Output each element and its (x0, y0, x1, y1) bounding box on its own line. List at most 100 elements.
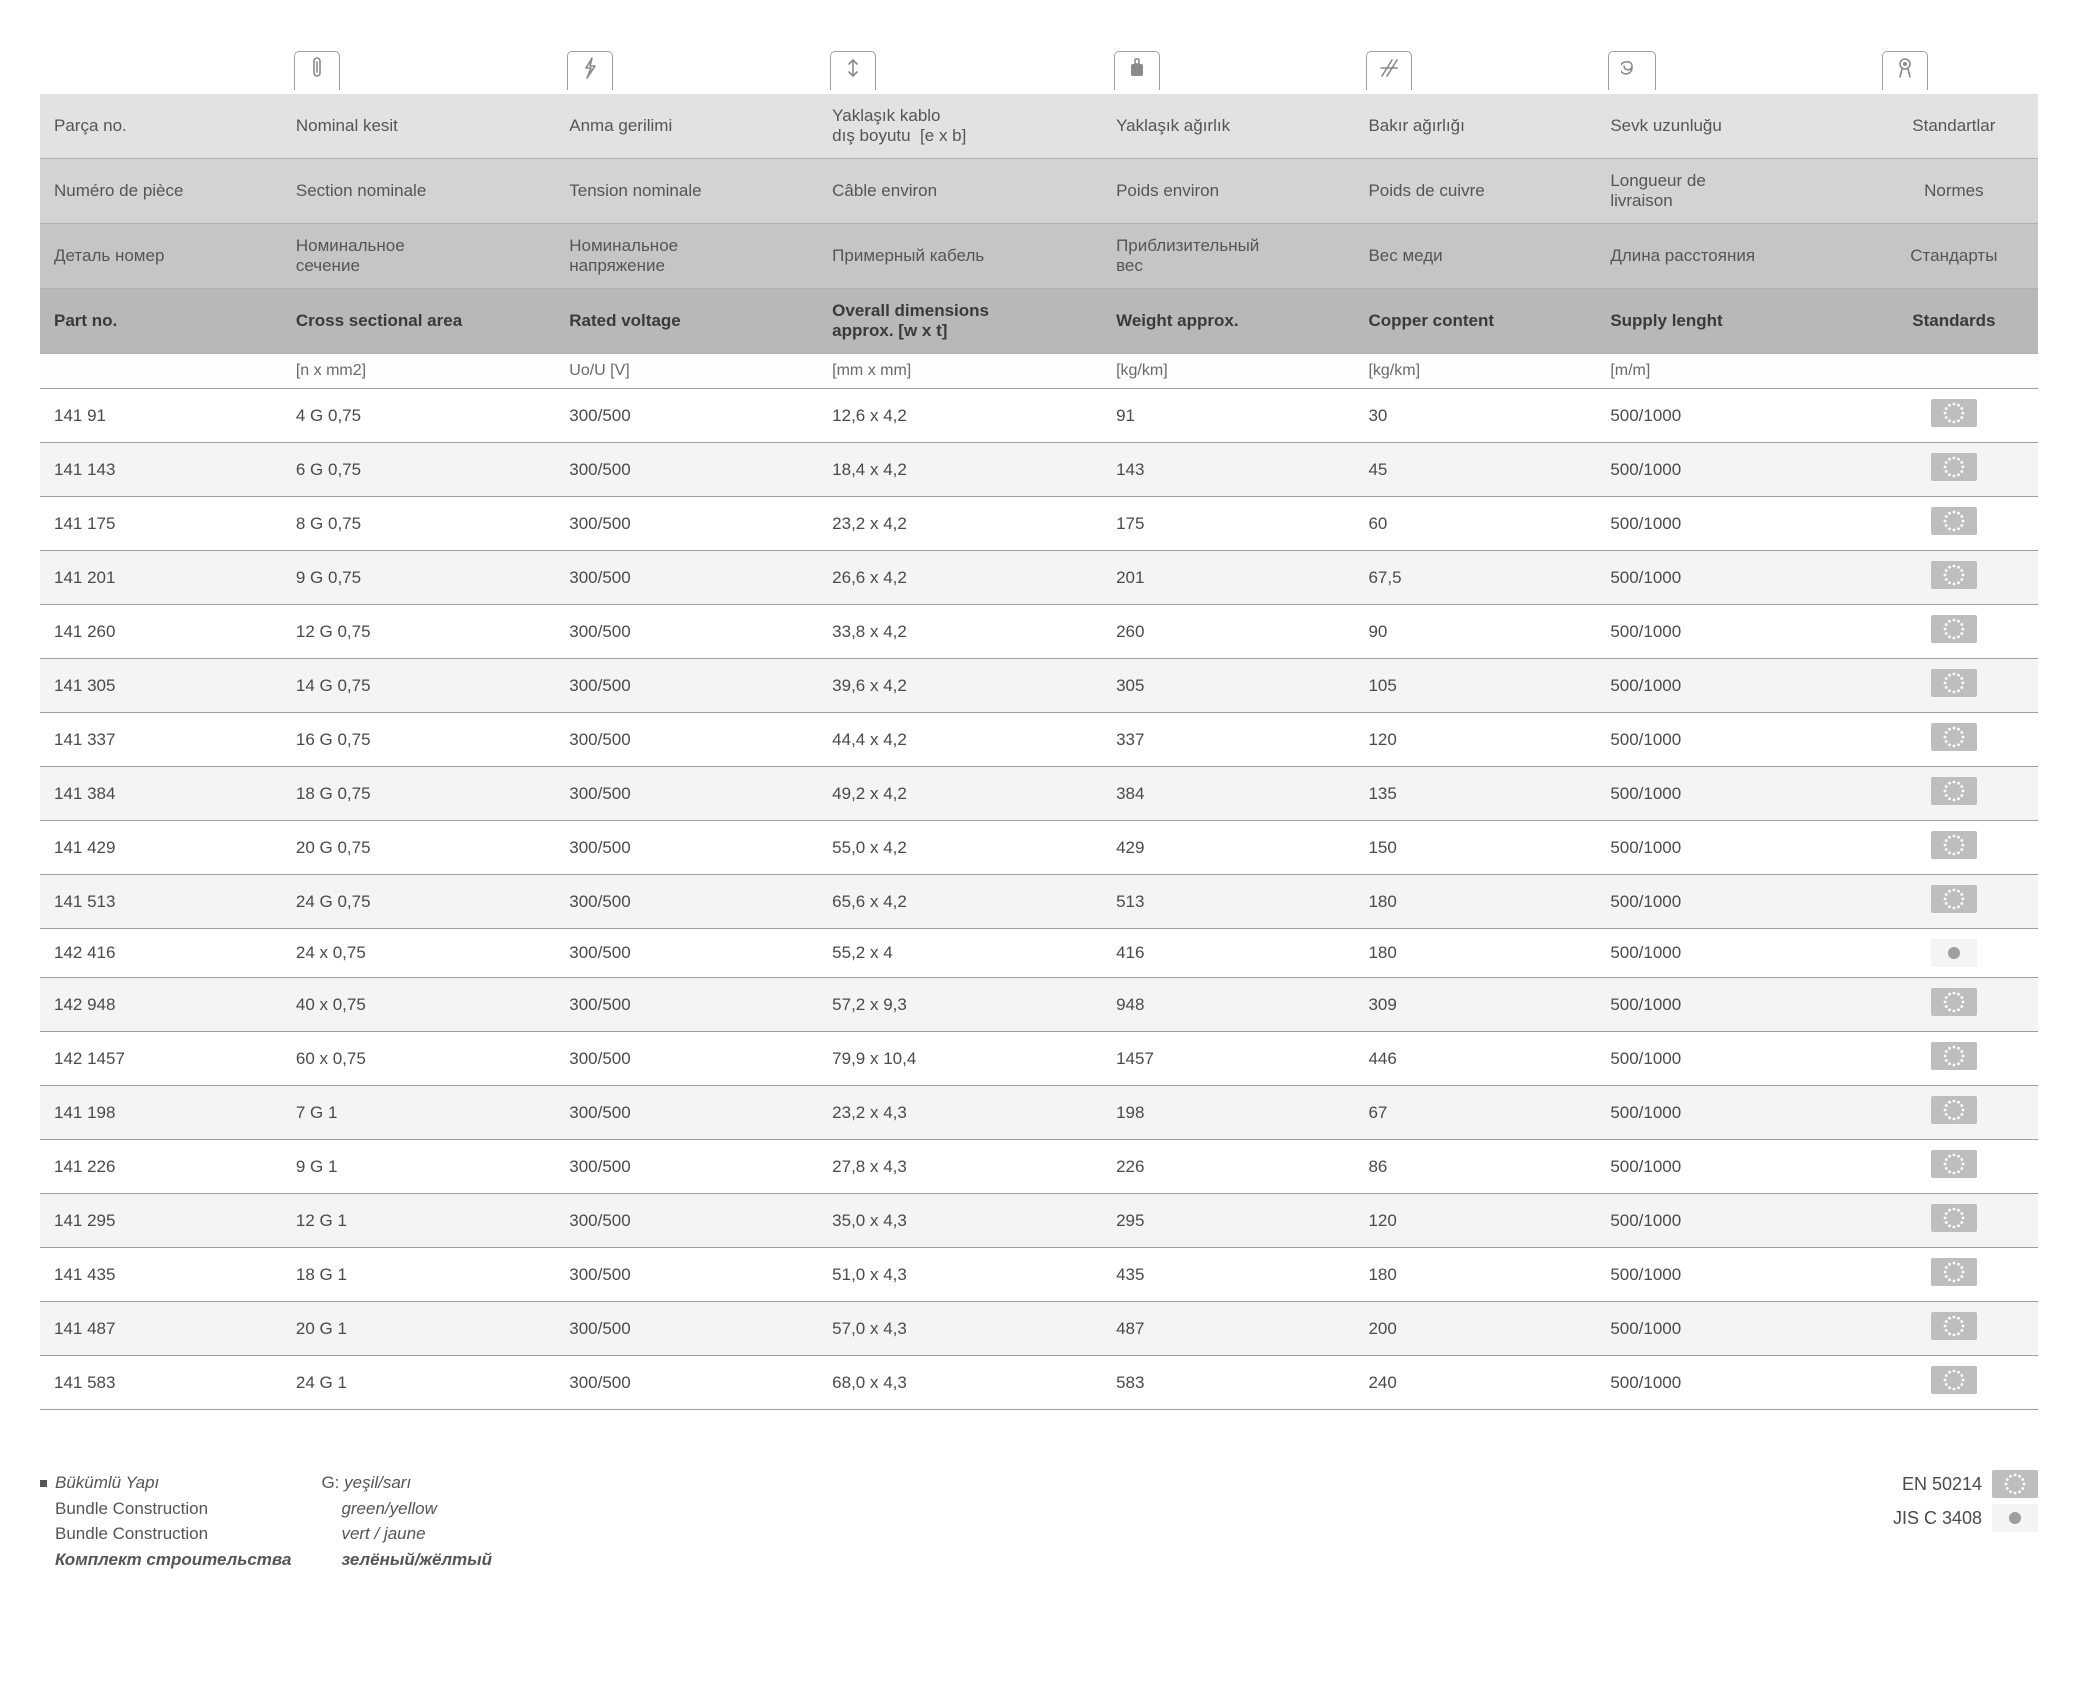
data-cell: 12,6 x 4,2 (818, 389, 1102, 443)
table-row: 141 51324 G 0,75300/50065,6 x 4,25131805… (40, 875, 2038, 929)
data-cell: 435 (1102, 1248, 1354, 1302)
data-cell: 583 (1102, 1356, 1354, 1410)
data-cell: 300/500 (555, 443, 818, 497)
table-row: 141 2019 G 0,75300/50026,6 x 4,220167,55… (40, 551, 2038, 605)
data-cell: 141 305 (40, 659, 282, 713)
data-cell: 14 G 0,75 (282, 659, 555, 713)
table-row: 141 26012 G 0,75300/50033,8 x 4,22609050… (40, 605, 2038, 659)
header-row-russian: Деталь номерНоминальноесечениеНоминально… (40, 224, 2038, 289)
data-body: 141 914 G 0,75300/50012,6 x 4,29130500/1… (40, 389, 2038, 1410)
eu-standard-icon (1931, 561, 1977, 589)
data-cell: 500/1000 (1596, 713, 1869, 767)
data-cell: 35,0 x 4,3 (818, 1194, 1102, 1248)
header-row-turkish: Parça no.Nominal kesitAnma gerilimiYakla… (40, 94, 2038, 159)
data-cell: 429 (1102, 821, 1354, 875)
header-cell: Приблизительныйвес (1102, 224, 1354, 289)
footer-legend: Bükümlü YapıBundle ConstructionBundle Co… (40, 1470, 492, 1572)
footer-note: Bundle Construction (40, 1496, 291, 1522)
data-cell: 142 948 (40, 978, 282, 1032)
ribbon-icon (1882, 51, 1928, 90)
data-cell: 500/1000 (1596, 1032, 1869, 1086)
data-cell: 337 (1102, 713, 1354, 767)
data-cell: 500/1000 (1596, 875, 1869, 929)
eu-standard-icon (1931, 1312, 1977, 1340)
data-cell: 201 (1102, 551, 1354, 605)
data-cell: 24 G 1 (282, 1356, 555, 1410)
standard-cell (1870, 713, 2038, 767)
standard-cell (1870, 1140, 2038, 1194)
data-cell: 18 G 1 (282, 1248, 555, 1302)
eu-standard-icon (1931, 507, 1977, 535)
data-cell: 9 G 0,75 (282, 551, 555, 605)
standard-cell (1870, 1194, 2038, 1248)
data-cell: 300/500 (555, 767, 818, 821)
data-cell: 12 G 1 (282, 1194, 555, 1248)
unit-cell: Uo/U [V] (555, 354, 818, 389)
data-cell: 18,4 x 4,2 (818, 443, 1102, 497)
header-cell: Overall dimensionsapprox. [w x t] (818, 289, 1102, 354)
eu-standard-icon (1931, 615, 1977, 643)
table-row: 141 42920 G 0,75300/50055,0 x 4,24291505… (40, 821, 2038, 875)
data-cell: 12 G 0,75 (282, 605, 555, 659)
table-row: 141 33716 G 0,75300/50044,4 x 4,23371205… (40, 713, 2038, 767)
standard-label: EN 50214 (1902, 1474, 1982, 1495)
data-cell: 141 513 (40, 875, 282, 929)
data-cell: 91 (1102, 389, 1354, 443)
standard-legend-row: EN 50214 (1893, 1470, 2038, 1498)
standard-cell (1870, 1086, 2038, 1140)
data-cell: 20 G 1 (282, 1302, 555, 1356)
data-cell: 141 201 (40, 551, 282, 605)
data-cell: 500/1000 (1596, 929, 1869, 978)
data-cell: 141 384 (40, 767, 282, 821)
data-cell: 300/500 (555, 1248, 818, 1302)
data-cell: 300/500 (555, 821, 818, 875)
header-cell: Normes (1870, 159, 2038, 224)
data-cell: 20 G 0,75 (282, 821, 555, 875)
header-row-french: Numéro de pièceSection nominaleTension n… (40, 159, 2038, 224)
data-cell: 500/1000 (1596, 1140, 1869, 1194)
data-cell: 60 (1354, 497, 1596, 551)
spiral-icon (1608, 51, 1656, 90)
header-cell: Стандарты (1870, 224, 2038, 289)
data-cell: 67 (1354, 1086, 1596, 1140)
data-cell: 198 (1102, 1086, 1354, 1140)
data-cell: 226 (1102, 1140, 1354, 1194)
data-cell: 446 (1354, 1032, 1596, 1086)
table-row: 141 29512 G 1300/50035,0 x 4,3295120500/… (40, 1194, 2038, 1248)
data-cell: 141 198 (40, 1086, 282, 1140)
data-cell: 45 (1354, 443, 1596, 497)
unit-cell: [n x mm2] (282, 354, 555, 389)
footer-note: green/yellow (321, 1496, 492, 1522)
data-cell: 141 260 (40, 605, 282, 659)
data-cell: 500/1000 (1596, 605, 1869, 659)
unit-cell: [kg/km] (1354, 354, 1596, 389)
data-cell: 141 583 (40, 1356, 282, 1410)
header-cell: Tension nominale (555, 159, 818, 224)
table-row: 141 2269 G 1300/50027,8 x 4,322686500/10… (40, 1140, 2038, 1194)
footer-note: Bükümlü Yapı (40, 1470, 291, 1496)
data-cell: 500/1000 (1596, 497, 1869, 551)
data-cell: 300/500 (555, 1032, 818, 1086)
data-cell: 105 (1354, 659, 1596, 713)
data-cell: 1457 (1102, 1032, 1354, 1086)
data-cell: 39,6 x 4,2 (818, 659, 1102, 713)
header-cell: Номинальноесечение (282, 224, 555, 289)
data-cell: 26,6 x 4,2 (818, 551, 1102, 605)
header-cell: Standards (1870, 289, 2038, 354)
footer-standards: EN 50214JIS C 3408 (1893, 1470, 2038, 1538)
header-cell: Деталь номер (40, 224, 282, 289)
data-cell: 120 (1354, 1194, 1596, 1248)
standard-cell (1870, 821, 2038, 875)
standard-cell (1870, 497, 2038, 551)
header-cell: Standartlar (1870, 94, 2038, 159)
unit-cell: [m/m] (1596, 354, 1869, 389)
data-cell: 141 175 (40, 497, 282, 551)
data-cell: 300/500 (555, 1140, 818, 1194)
standard-cell (1870, 443, 2038, 497)
data-cell: 260 (1102, 605, 1354, 659)
eu-standard-icon (1931, 1042, 1977, 1070)
eu-standard-icon (1931, 1150, 1977, 1178)
data-cell: 4 G 0,75 (282, 389, 555, 443)
data-cell: 487 (1102, 1302, 1354, 1356)
data-cell: 86 (1354, 1140, 1596, 1194)
